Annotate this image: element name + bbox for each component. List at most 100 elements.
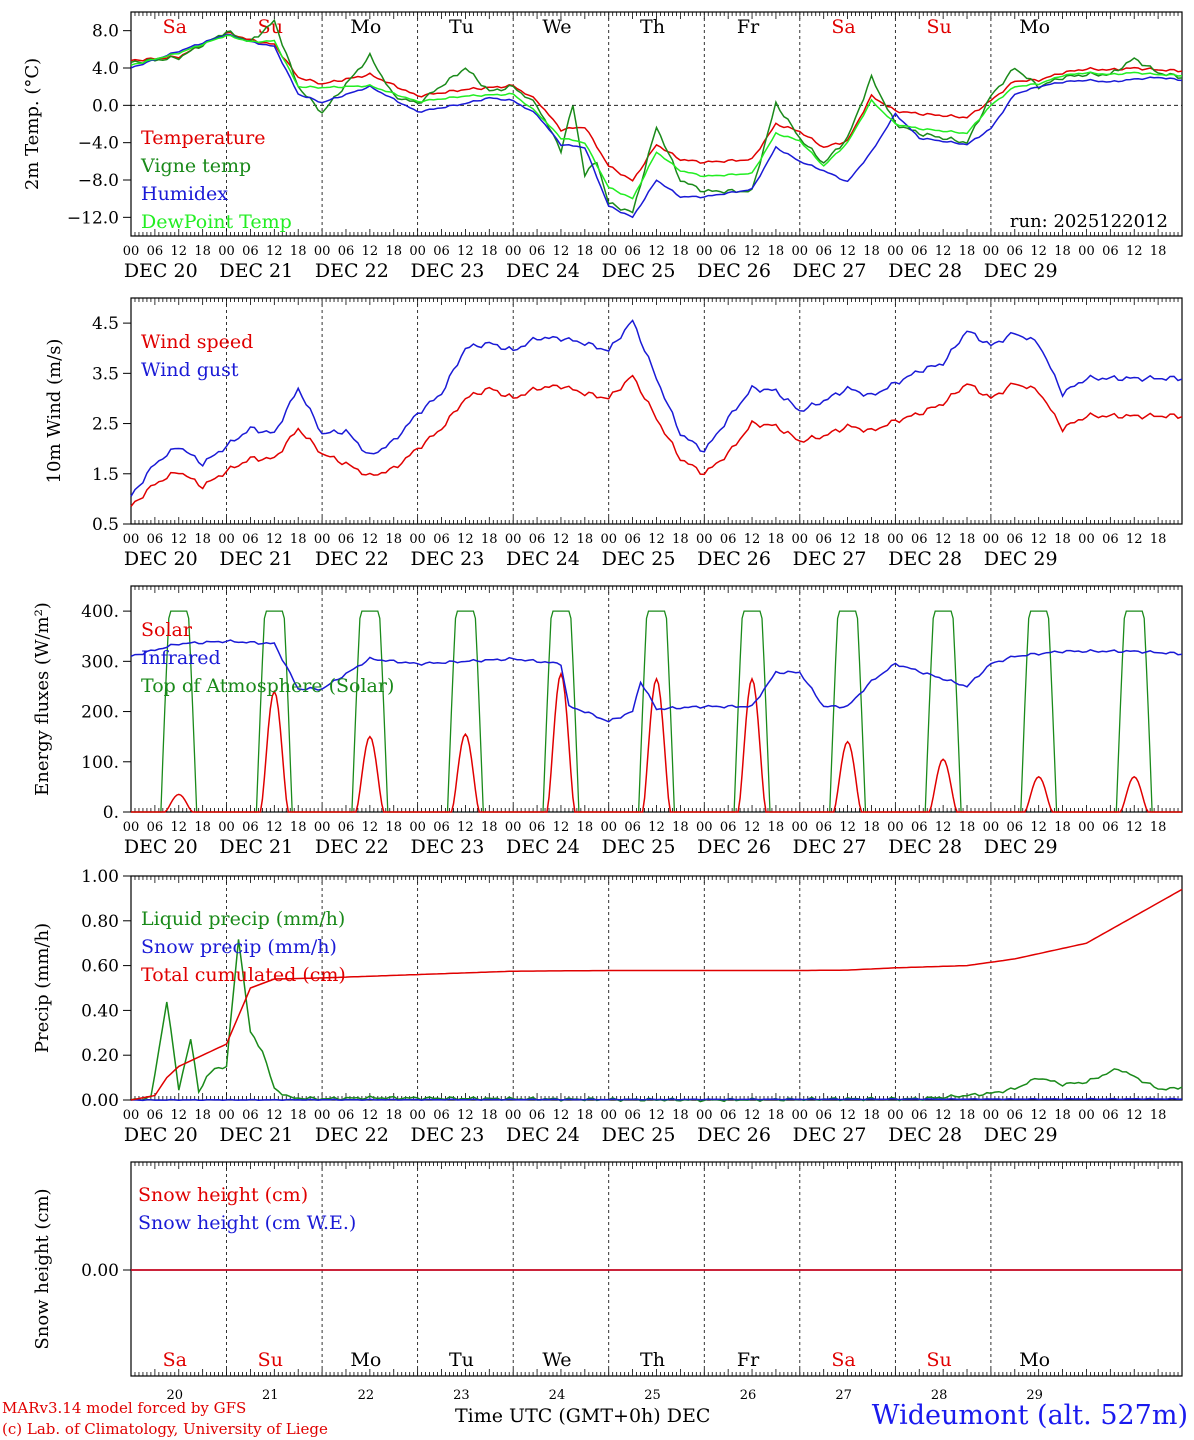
hour-tick-label: 00 xyxy=(314,244,331,259)
y-tick-label: 8.0 xyxy=(92,22,119,42)
hour-tick-label: 18 xyxy=(290,1108,307,1123)
hour-tick-label: 06 xyxy=(338,244,355,259)
date-label: DEC 22 xyxy=(315,548,389,570)
hour-tick-label: 00 xyxy=(600,244,617,259)
hour-tick-label: 18 xyxy=(194,244,211,259)
date-label: DEC 25 xyxy=(602,1124,676,1146)
hour-tick-label: 00 xyxy=(409,244,426,259)
legend-entry: DewPoint Temp xyxy=(141,211,292,233)
temp-series-line xyxy=(130,33,1183,219)
hour-tick-label: 12 xyxy=(266,244,283,259)
date-label: DEC 20 xyxy=(124,1124,198,1146)
hour-tick-label: 18 xyxy=(481,244,498,259)
weekday-label: Sa xyxy=(831,1349,855,1371)
y-axis-label: 10m Wind (m/s) xyxy=(44,339,65,484)
hour-tick-label: 00 xyxy=(505,532,522,547)
hour-tick-label: 18 xyxy=(672,1108,689,1123)
hour-tick-label: 06 xyxy=(147,532,164,547)
hour-tick-label: 00 xyxy=(792,1108,809,1123)
legend-entry: Vigne temp xyxy=(140,155,251,177)
date-label: DEC 27 xyxy=(793,836,867,858)
hour-tick-label: 12 xyxy=(170,532,187,547)
hour-tick-label: 00 xyxy=(696,244,713,259)
y-tick-label: 300. xyxy=(81,652,119,672)
hour-tick-label: 12 xyxy=(935,244,952,259)
hour-tick-label: 12 xyxy=(362,1108,379,1123)
hour-tick-label: 18 xyxy=(194,820,211,835)
hour-tick-label: 06 xyxy=(242,820,259,835)
date-label: DEC 20 xyxy=(124,836,198,858)
panel-frame xyxy=(130,297,1183,525)
hour-tick-label: 00 xyxy=(696,820,713,835)
hour-tick-label: 12 xyxy=(1030,244,1047,259)
hour-tick-label: 06 xyxy=(911,820,928,835)
hour-tick-label: 00 xyxy=(696,1108,713,1123)
hour-tick-label: 06 xyxy=(433,244,450,259)
lab-credit: (c) Lab. of Climatology, University of L… xyxy=(2,1420,328,1438)
hour-tick-label: 06 xyxy=(911,244,928,259)
hour-tick-label: 12 xyxy=(457,1108,474,1123)
date-label: DEC 28 xyxy=(888,836,962,858)
hour-tick-label: 18 xyxy=(385,1108,402,1123)
weekday-label: Sa xyxy=(163,16,187,38)
hour-tick-label: 18 xyxy=(481,1108,498,1123)
legend-entry: Solar xyxy=(141,619,193,641)
date-label: DEC 23 xyxy=(410,260,484,282)
hour-tick-label: 06 xyxy=(433,532,450,547)
weekday-label: Su xyxy=(258,16,283,38)
hour-tick-label: 06 xyxy=(529,820,546,835)
hour-tick-label: 06 xyxy=(1007,820,1024,835)
hour-tick-label: 12 xyxy=(170,244,187,259)
date-label: DEC 25 xyxy=(602,836,676,858)
date-label: DEC 27 xyxy=(793,1124,867,1146)
day-number-label: 22 xyxy=(358,1388,375,1403)
hour-tick-label: 18 xyxy=(768,1108,785,1123)
legend-entry: Snow precip (mm/h) xyxy=(141,936,337,958)
hour-tick-label: 00 xyxy=(314,820,331,835)
y-tick-label: 0.60 xyxy=(81,957,119,977)
hour-tick-label: 12 xyxy=(553,244,570,259)
y-tick-label: −8.0 xyxy=(78,171,119,191)
hour-tick-label: 18 xyxy=(481,820,498,835)
date-label: DEC 29 xyxy=(984,260,1058,282)
hour-tick-label: 06 xyxy=(720,244,737,259)
solar-line xyxy=(131,671,1182,813)
hour-tick-label: 06 xyxy=(720,1108,737,1123)
hour-tick-label: 06 xyxy=(147,1108,164,1123)
hour-tick-label: 12 xyxy=(1030,532,1047,547)
hour-tick-label: 18 xyxy=(959,244,976,259)
hour-tick-label: 00 xyxy=(792,532,809,547)
hour-tick-label: 18 xyxy=(577,244,594,259)
temp-series-line xyxy=(130,34,1183,200)
hour-tick-label: 00 xyxy=(123,1108,140,1123)
y-tick-label: 0.00 xyxy=(81,1091,119,1111)
legend-entry: Temperature xyxy=(141,127,265,149)
legend-entry: Infrared xyxy=(141,647,221,669)
hour-tick-label: 18 xyxy=(768,532,785,547)
legend-entry: Wind gust xyxy=(141,359,239,381)
day-number-label: 27 xyxy=(835,1388,852,1403)
hour-tick-label: 18 xyxy=(1150,820,1167,835)
hour-tick-label: 00 xyxy=(600,1108,617,1123)
hour-tick-label: 12 xyxy=(553,1108,570,1123)
hour-tick-label: 18 xyxy=(959,820,976,835)
weekday-label: Su xyxy=(927,1349,952,1371)
y-tick-label: 0.00 xyxy=(81,1261,119,1281)
y-tick-label: 1.5 xyxy=(92,465,119,485)
hour-tick-label: 00 xyxy=(409,1108,426,1123)
legend-entry: Top of Atmosphere (Solar) xyxy=(141,675,394,697)
hour-tick-label: 00 xyxy=(505,1108,522,1123)
hour-tick-label: 06 xyxy=(1102,244,1119,259)
hour-tick-label: 18 xyxy=(385,820,402,835)
hour-tick-label: 18 xyxy=(481,532,498,547)
hour-tick-label: 06 xyxy=(815,244,832,259)
infrared-line xyxy=(130,639,1183,723)
hour-tick-label: 18 xyxy=(1054,244,1071,259)
hour-tick-label: 18 xyxy=(863,1108,880,1123)
hour-tick-label: 18 xyxy=(290,244,307,259)
station-name: Wideumont (alt. 527m) xyxy=(871,1400,1188,1431)
hour-tick-label: 06 xyxy=(720,820,737,835)
hour-tick-label: 18 xyxy=(672,244,689,259)
weekday-label: Mo xyxy=(1019,16,1050,38)
hour-tick-label: 06 xyxy=(911,1108,928,1123)
